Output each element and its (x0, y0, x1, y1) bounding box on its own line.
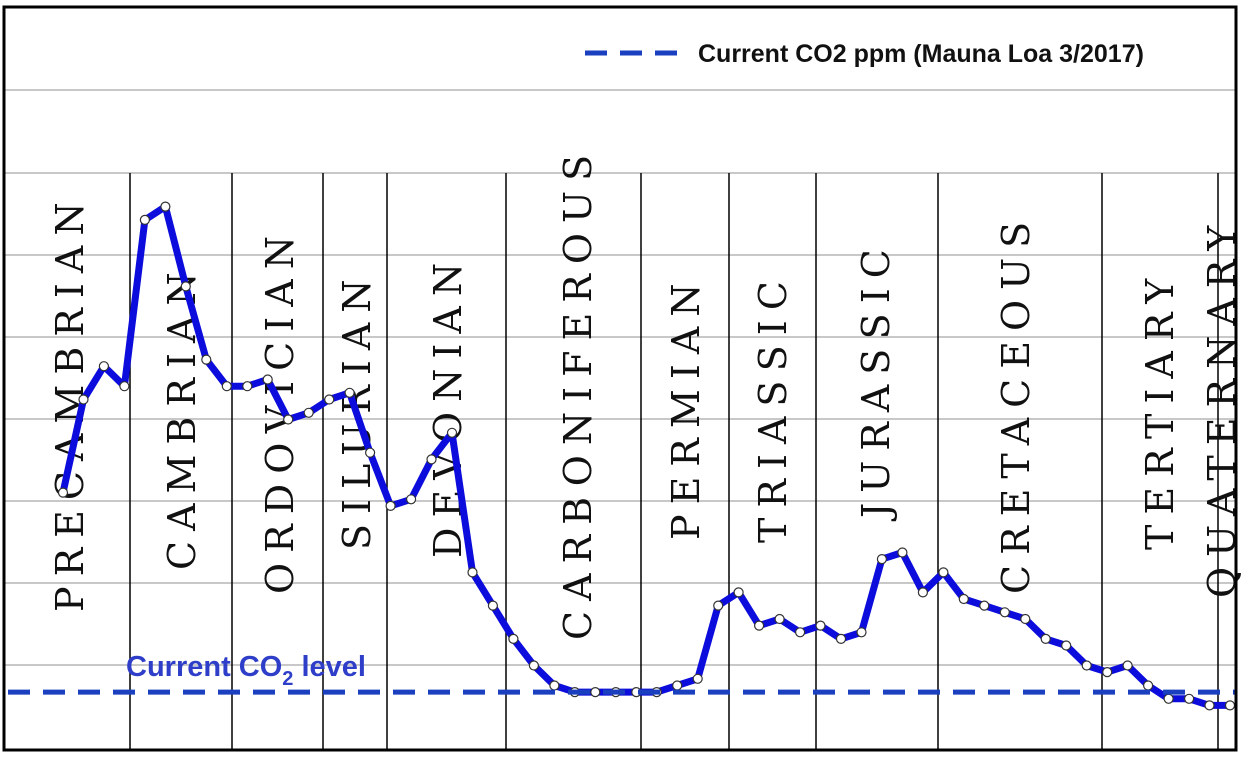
data-point (385, 500, 396, 511)
data-point (835, 633, 847, 645)
data-point (1163, 693, 1174, 704)
period-label-cambrian: CAMBRIAN (160, 262, 204, 570)
data-point (446, 427, 458, 438)
current-level-annotation: Current CO2 level (126, 651, 366, 690)
data-point (508, 633, 519, 645)
data-point (1224, 700, 1236, 711)
data-point (794, 627, 806, 638)
data-point (733, 587, 744, 598)
data-point (57, 487, 69, 498)
data-point (344, 387, 355, 398)
data-point (1122, 660, 1133, 671)
data-point (1204, 700, 1215, 711)
data-point (406, 494, 417, 505)
legend-label: Current CO2 ppm (Mauna Loa 3/2017) (698, 40, 1144, 68)
data-point (1142, 680, 1154, 691)
period-label-carboniferous: CARBONIFEROUS (556, 145, 600, 640)
data-point (815, 620, 826, 631)
data-point (365, 447, 376, 458)
period-label-triassic: TRIASSIC (751, 271, 795, 543)
data-point (979, 600, 990, 611)
annotation-subscript: 2 (282, 668, 293, 690)
data-point (753, 620, 765, 631)
data-point (1102, 666, 1113, 678)
data-point (876, 553, 888, 565)
data-point (242, 381, 253, 392)
data-point (98, 361, 110, 372)
data-point (672, 680, 683, 691)
data-point (324, 394, 335, 405)
data-point (917, 587, 929, 598)
data-point (1040, 633, 1051, 645)
data-point (180, 281, 191, 292)
data-point (1061, 640, 1072, 651)
annotation-tail: level (293, 651, 366, 683)
gridlines (4, 89, 1236, 666)
data-point (999, 607, 1010, 618)
data-point (692, 673, 703, 684)
period-label-tertiary: TERTIARY (1138, 269, 1182, 550)
data-point (1081, 660, 1092, 671)
data-point (426, 454, 437, 465)
data-point (549, 680, 560, 691)
data-point (262, 374, 273, 385)
data-point (528, 660, 540, 671)
data-point (856, 627, 867, 638)
data-point (221, 381, 232, 392)
chart-border (2, 5, 1238, 752)
data-point (78, 394, 89, 405)
period-label-jurassic: JURASSIC (854, 239, 898, 522)
data-point (774, 613, 785, 625)
data-point (897, 547, 908, 558)
data-point (487, 600, 498, 611)
legend: Current CO2 ppm (Mauna Loa 3/2017) (585, 40, 1144, 68)
period-label-permian: PERMIAN (664, 273, 708, 540)
data-point (201, 354, 212, 365)
data-point (938, 567, 949, 578)
data-point (303, 407, 314, 418)
data-point (713, 600, 724, 611)
data-point (467, 567, 478, 578)
data-point (1020, 613, 1031, 625)
annotation-main: Current CO (126, 651, 282, 683)
data-point (958, 593, 969, 605)
data-point (283, 414, 294, 425)
data-point (119, 381, 130, 392)
data-point (1183, 693, 1195, 704)
data-point (590, 686, 601, 698)
period-label-cretaceous: CRETACEOUS (994, 212, 1038, 594)
data-point (160, 201, 171, 212)
data-point (139, 214, 150, 225)
